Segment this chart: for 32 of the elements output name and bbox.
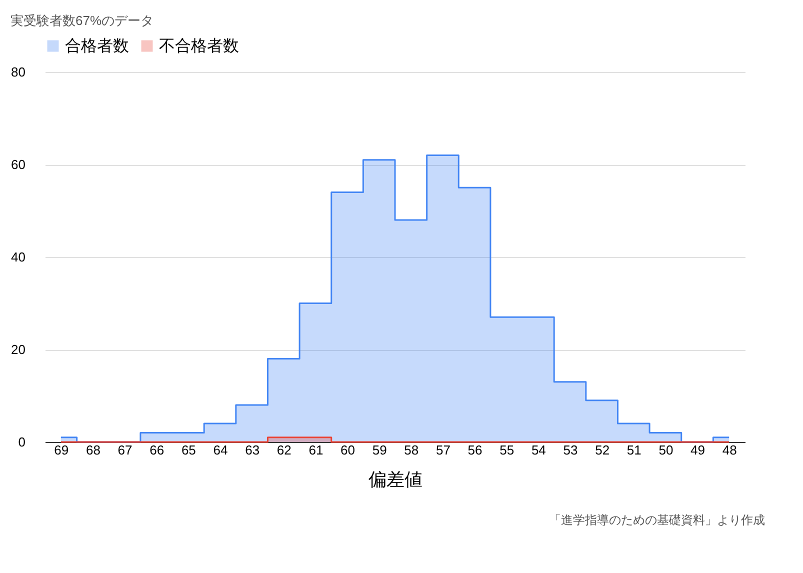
x-tick-label: 64 xyxy=(213,442,228,458)
x-tick-label: 48 xyxy=(722,442,737,458)
y-tick-label: 0 xyxy=(18,434,26,450)
y-tick-label: 60 xyxy=(11,157,26,172)
x-tick-label: 56 xyxy=(468,442,482,458)
x-tick-label: 57 xyxy=(436,442,450,458)
y-tick-label: 40 xyxy=(11,250,26,264)
x-tick-label: 55 xyxy=(500,442,514,458)
x-tick-label: 49 xyxy=(690,442,706,458)
x-tick-label: 54 xyxy=(531,442,546,458)
x-tick-label: 67 xyxy=(118,442,132,458)
x-tick-label: 51 xyxy=(626,442,642,458)
y-tick-label: 20 xyxy=(11,342,26,357)
x-tick-label: 61 xyxy=(308,442,324,458)
x-tick-label: 68 xyxy=(86,442,100,458)
x-tick-label: 62 xyxy=(276,442,292,458)
x-tick-label: 60 xyxy=(340,442,356,458)
x-tick-label: 69 xyxy=(54,442,69,458)
x-tick-label: 66 xyxy=(150,442,164,458)
legend-label: 不合格者数 xyxy=(159,37,239,55)
x-tick-label: 50 xyxy=(658,442,674,458)
x-tick-label: 59 xyxy=(372,442,387,458)
text: 「進学指導のための基礎資料」より作成 xyxy=(549,513,765,527)
x-tick-label: 58 xyxy=(404,442,419,458)
x-tick-label: 53 xyxy=(563,442,578,458)
x-tick-label: 65 xyxy=(181,442,196,458)
y-tick-label: 80 xyxy=(11,64,26,80)
chart-title: 実受験者数67%のデータ xyxy=(10,13,154,28)
legend-label: 合格者数 xyxy=(65,37,129,55)
x-tick-label: 52 xyxy=(595,442,610,458)
x-axis-title: 偏差値 xyxy=(368,470,422,490)
x-tick-label: 63 xyxy=(245,442,260,458)
